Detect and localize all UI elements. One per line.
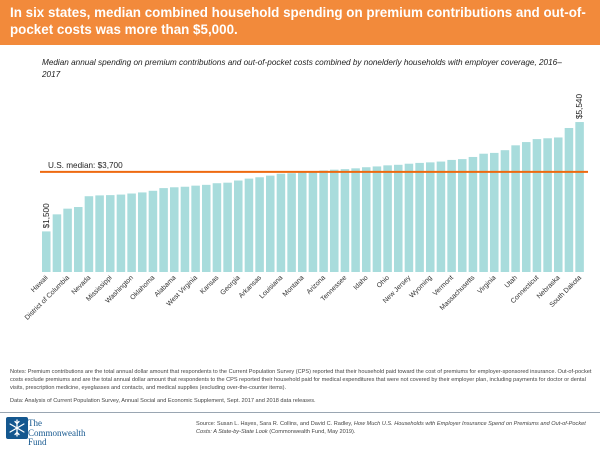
tick-label-louisiana: Louisiana xyxy=(259,274,285,300)
bar-oregon-15 xyxy=(202,184,211,272)
bar-district-of-columbia-2 xyxy=(63,208,72,272)
tick-label-ohio: Ohio xyxy=(376,274,391,289)
bar-west-virginia-14 xyxy=(191,185,200,272)
bar-delaware-45 xyxy=(522,142,531,272)
bar-ohio-32 xyxy=(383,165,392,272)
bar-utah-17 xyxy=(223,182,232,272)
bar-michigan-11 xyxy=(159,188,168,272)
bar-nevada-4 xyxy=(84,196,94,272)
logo-line-1: The xyxy=(28,418,42,428)
bar-nebraska-48 xyxy=(554,137,563,272)
data-source: Data: Analysis of Current Population Sur… xyxy=(10,398,316,404)
commonwealth-fund-logo-text: The Commonwealth Fund xyxy=(28,418,86,448)
bar-idaho-3 xyxy=(74,207,83,272)
bar-tennessee-28 xyxy=(340,169,350,272)
bar-alabama-5 xyxy=(95,195,104,272)
bar-oklahoma-10 xyxy=(148,190,158,272)
bar-new-jersey-34 xyxy=(404,163,414,272)
bar-alabama-12 xyxy=(170,187,179,272)
title-band: In six states, median combined household… xyxy=(0,0,600,45)
value-annotation-0: $1,500 xyxy=(42,203,51,228)
bar-minnesota-31 xyxy=(372,166,382,272)
bar-colorado-21 xyxy=(266,175,275,272)
tick-label-utah: Utah xyxy=(504,274,519,289)
bar-montana-24 xyxy=(298,172,307,272)
bar-maryland-41 xyxy=(479,153,488,272)
bar-california-33 xyxy=(394,164,403,272)
footnote: Notes: Premium contributions are the tot… xyxy=(10,369,592,391)
logo-line-3: Fund xyxy=(28,437,47,447)
bar-iowa-25 xyxy=(308,171,318,272)
bar-washington-8 xyxy=(127,193,136,272)
citation-publisher: (Commonwealth Fund, May 2019). xyxy=(267,428,356,435)
bar-indiana-27 xyxy=(330,169,339,272)
bar-south-dakota-50 xyxy=(575,122,584,272)
value-annotations: $1,500 $5,540 xyxy=(42,94,584,229)
chart-headline: In six states, median combined household… xyxy=(10,5,586,37)
tick-label-idaho: Idaho xyxy=(353,274,370,291)
bar-arkansas-20 xyxy=(255,177,264,272)
citation-authors: Source: Susan L. Hayes, Sara R. Collins,… xyxy=(196,421,354,427)
bar-florida-1 xyxy=(52,214,62,272)
bar-rhode-island-43 xyxy=(500,150,510,272)
bar-virginia-42 xyxy=(490,152,499,272)
bar-wyoming-36 xyxy=(426,162,435,272)
bar-arizona-26 xyxy=(319,170,328,272)
bar-kentucky-29 xyxy=(351,168,360,272)
bar-new-mexico-9 xyxy=(138,192,147,272)
footer-divider xyxy=(0,412,600,413)
bar-missouri-19 xyxy=(244,178,254,272)
bar-hawaii-0 xyxy=(42,231,51,272)
tick-label-montana: Montana xyxy=(282,274,306,298)
bar-south-carolina-23 xyxy=(287,173,296,272)
bar-tennessee-7 xyxy=(116,194,126,272)
bar-idaho-30 xyxy=(362,167,371,272)
value-annotation-1: $5,540 xyxy=(575,94,584,119)
bar-connecticut-46 xyxy=(532,139,542,272)
bar-north-dakota-35 xyxy=(415,162,424,272)
bar-georgia-18 xyxy=(234,180,243,272)
logo-line-2: Commonwealth xyxy=(28,427,86,438)
bar-arizona-13 xyxy=(180,186,190,272)
bar-kansas-16 xyxy=(212,183,222,272)
tick-label-hawaii: Hawaii xyxy=(30,274,50,294)
citation-title: How Much U.S. Households with Employer I… xyxy=(196,421,586,435)
bar-utah-44 xyxy=(511,145,520,272)
us-median-label: U.S. median: $3,700 xyxy=(48,161,123,170)
bar-new-york-47 xyxy=(543,138,552,272)
bar-vermont-38 xyxy=(447,159,456,272)
snowflake-logo-icon xyxy=(6,417,28,439)
tick-label-virginia: Virginia xyxy=(477,274,498,295)
tick-label-kansas: Kansas xyxy=(199,274,221,296)
tick-label-wyoming: Wyoming xyxy=(408,274,433,299)
bar-maine-37 xyxy=(436,161,446,272)
source-citation: Source: Susan L. Hayes, Sara R. Collins,… xyxy=(196,421,592,437)
chart-subtitle: Median annual spending on premium contri… xyxy=(42,58,562,79)
bar-new-hampshire-49 xyxy=(564,127,574,272)
bars-layer xyxy=(42,122,584,272)
bar-pennsylvania-39 xyxy=(458,159,467,272)
bar-chart: U.S. median: $3,700 $1,500 $5,540 HawaiiD… xyxy=(24,94,588,322)
bar-louisiana-22 xyxy=(276,173,286,272)
bar-mississippi-6 xyxy=(106,195,115,272)
bar-massachusetts-40 xyxy=(468,156,478,272)
